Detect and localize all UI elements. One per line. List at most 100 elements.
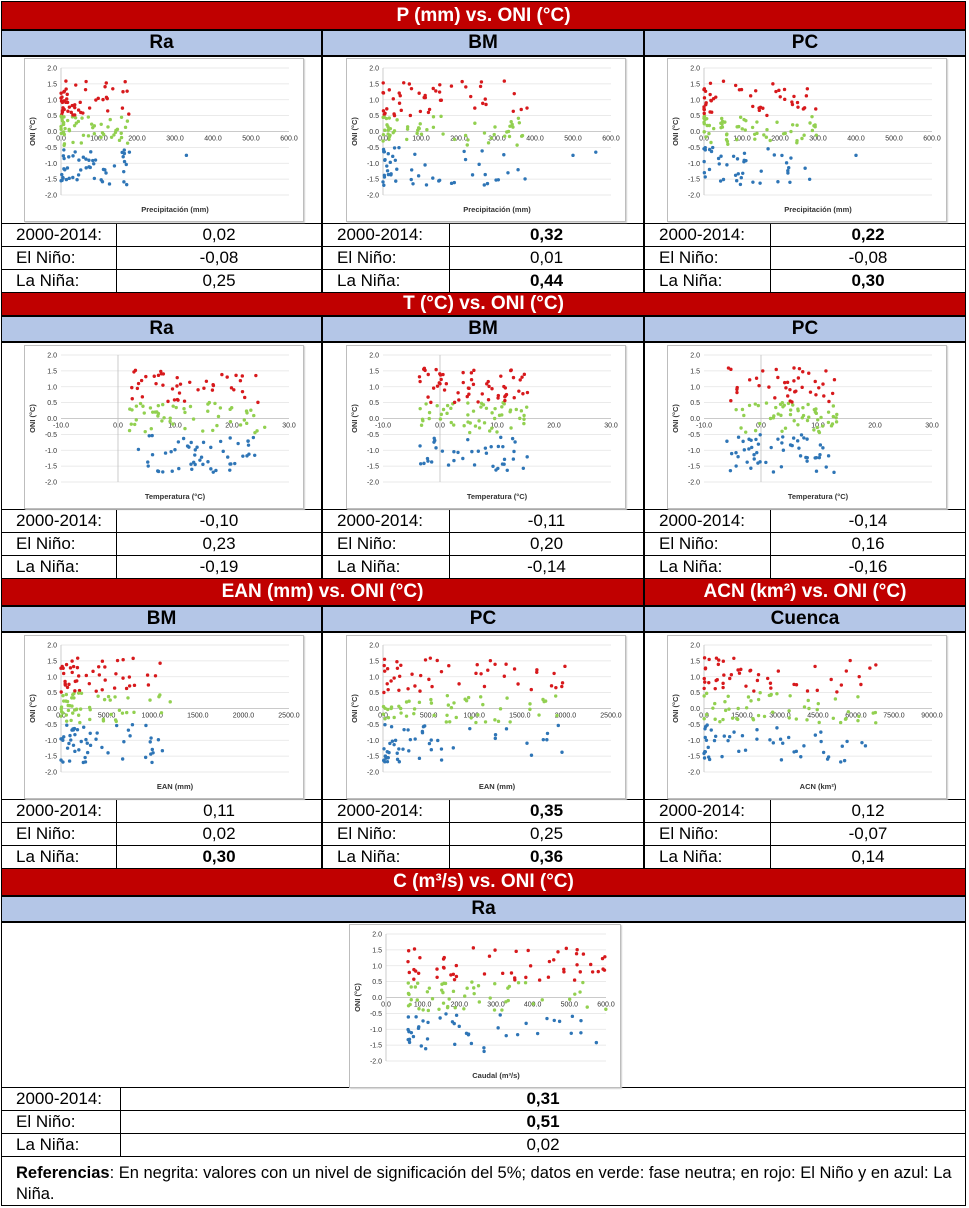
- data-point-neutral: [723, 700, 727, 704]
- data-point-neutral: [718, 719, 722, 724]
- data-point-nina: [170, 469, 174, 473]
- data-point-neutral: [810, 114, 814, 119]
- data-point-nino: [574, 952, 579, 956]
- data-point-nino: [114, 672, 118, 676]
- data-point-nino: [788, 387, 792, 392]
- x-tick-label: 300.0: [487, 1002, 505, 1009]
- data-point-nino: [792, 379, 796, 383]
- data-point-nino: [243, 395, 247, 400]
- y-tick-label: 0.0: [369, 416, 379, 423]
- data-point-nina: [121, 155, 125, 159]
- data-point-nino: [435, 975, 439, 980]
- data-point-nina: [771, 741, 776, 745]
- data-point-nino: [410, 672, 414, 676]
- data-point-nino: [135, 386, 140, 391]
- data-point-neutral: [522, 413, 526, 418]
- data-point-neutral: [775, 120, 779, 124]
- data-point-nina: [193, 448, 197, 452]
- data-point-nino: [800, 385, 804, 390]
- data-point-nina: [506, 171, 510, 175]
- data-point-neutral: [805, 418, 810, 423]
- data-point-neutral: [522, 417, 526, 421]
- data-point-nina: [176, 440, 181, 444]
- data-point-nino: [785, 380, 790, 385]
- y-tick-label: -1.0: [45, 738, 57, 745]
- scatter-plot: 2.01.51.00.50.0-0.5-1.0-1.5-2.00.0500.01…: [28, 643, 300, 792]
- data-point-neutral: [768, 416, 773, 421]
- y-tick-label: 0.5: [372, 979, 382, 986]
- data-point-nina: [452, 180, 457, 185]
- data-point-nina: [71, 728, 76, 732]
- y-tick-label: 1.5: [47, 658, 57, 665]
- data-point-nino: [563, 664, 567, 669]
- data-point-nina: [177, 466, 181, 471]
- data-point-neutral: [125, 141, 130, 145]
- data-point-neutral: [191, 417, 196, 421]
- data-point-nino: [554, 685, 558, 690]
- data-point-nina: [386, 756, 390, 760]
- data-point-nino: [472, 368, 476, 373]
- data-point-nina: [71, 743, 76, 748]
- data-point-nina: [483, 172, 487, 177]
- data-point-nina: [703, 727, 707, 731]
- data-point-nina: [425, 456, 430, 461]
- x-tick-label: 0.0: [113, 423, 123, 430]
- data-point-neutral: [503, 134, 507, 138]
- data-point-neutral: [500, 405, 504, 409]
- x-tick-label: -10.0: [696, 423, 712, 430]
- data-point-neutral: [381, 132, 386, 137]
- data-point-neutral: [581, 980, 585, 985]
- data-point-nina: [92, 162, 96, 166]
- chart-temp-bm: 2.0 1.5 1.0 0.5 0.0 -0.5 -1.0 -1.5 -2.0 -10.0 0.0 1…: [346, 345, 626, 509]
- data-point-nina: [424, 183, 429, 187]
- data-point-nina: [149, 736, 153, 740]
- data-point-nino: [519, 107, 523, 112]
- data-point-nina: [766, 147, 770, 151]
- data-point-nino: [382, 690, 386, 695]
- data-point-nina: [146, 460, 150, 464]
- data-point-neutral: [483, 720, 488, 724]
- data-point-nina: [468, 726, 472, 731]
- data-point-neutral: [211, 428, 215, 433]
- data-point-neutral: [496, 719, 501, 724]
- data-point-neutral: [516, 116, 521, 120]
- data-point-neutral: [743, 128, 747, 132]
- data-point-nina: [68, 733, 72, 738]
- data-point-neutral: [816, 701, 820, 706]
- data-point-neutral: [452, 137, 457, 142]
- data-point-neutral: [134, 418, 138, 422]
- data-point-nino: [504, 392, 509, 397]
- y-tick-label: 2.0: [369, 643, 379, 650]
- data-point-neutral: [702, 114, 706, 119]
- data-point-nino: [512, 396, 516, 400]
- x-tick-label: 600.0: [602, 136, 620, 143]
- data-point-nino: [419, 673, 423, 678]
- data-point-nino: [176, 398, 180, 402]
- data-point-nino: [67, 105, 72, 109]
- y-tick-label: 2.0: [690, 643, 700, 650]
- data-point-nino: [702, 656, 707, 660]
- data-point-nino: [748, 669, 752, 673]
- data-point-nino: [385, 682, 389, 686]
- y-tick-label: 2.0: [369, 353, 379, 360]
- data-point-neutral: [156, 403, 161, 408]
- data-point-nino: [549, 684, 554, 688]
- data-point-nina: [726, 738, 730, 743]
- data-point-nino: [417, 91, 421, 95]
- value-ean-pc-nina: 0,36: [450, 846, 644, 869]
- data-point-nina: [720, 754, 724, 759]
- x-tick-label: 1500.0: [187, 713, 209, 720]
- data-point-nina: [390, 739, 395, 743]
- y-tick-label: -0.5: [367, 432, 379, 439]
- data-point-nino: [96, 665, 101, 669]
- data-point-neutral: [493, 718, 497, 722]
- y-tick-label: 0.5: [47, 113, 57, 120]
- data-point-neutral: [182, 407, 186, 411]
- data-point-nino: [469, 378, 474, 382]
- value-precip-pc-nino: -0,08: [771, 247, 966, 270]
- data-point-nino: [835, 690, 839, 694]
- data-point-neutral: [432, 713, 436, 718]
- data-point-nina: [502, 457, 507, 462]
- data-point-neutral: [153, 410, 157, 414]
